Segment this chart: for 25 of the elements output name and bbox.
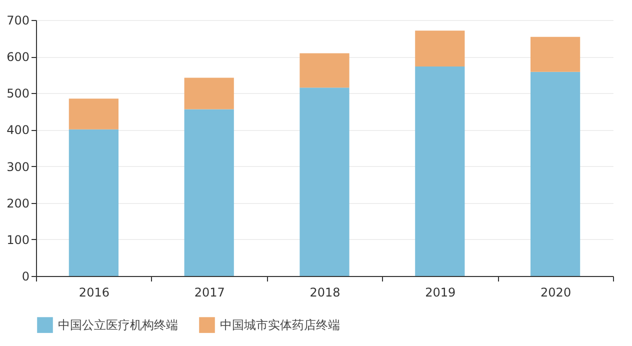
legend-label: 中国城市实体药店终端 bbox=[220, 318, 340, 332]
y-tick-label: 700 bbox=[6, 14, 30, 28]
bar bbox=[530, 36, 580, 72]
x-tick-label: 2017 bbox=[194, 286, 225, 300]
x-tick-label: 2018 bbox=[310, 286, 340, 300]
bar bbox=[300, 53, 350, 88]
y-tick-label: 500 bbox=[6, 86, 30, 101]
y-tick-label: 300 bbox=[6, 160, 30, 174]
legend-label: 中国公立医疗机构终端 bbox=[58, 318, 178, 332]
bar bbox=[300, 88, 350, 276]
bar bbox=[184, 109, 234, 276]
bar bbox=[68, 129, 119, 276]
y-tick-label: 0 bbox=[22, 270, 30, 284]
x-tick-label: 2019 bbox=[425, 286, 456, 300]
y-tick-label: 400 bbox=[6, 123, 30, 138]
y-tick-label: 100 bbox=[6, 232, 30, 247]
bar bbox=[530, 72, 580, 276]
bar bbox=[415, 66, 465, 276]
x-tick-label: 2016 bbox=[78, 286, 110, 300]
bar bbox=[415, 30, 465, 66]
y-tick-label: 200 bbox=[6, 196, 30, 210]
bar bbox=[68, 98, 119, 130]
y-tick-label: 600 bbox=[6, 50, 30, 64]
bar bbox=[184, 78, 234, 110]
x-tick-label: 2020 bbox=[540, 286, 572, 300]
